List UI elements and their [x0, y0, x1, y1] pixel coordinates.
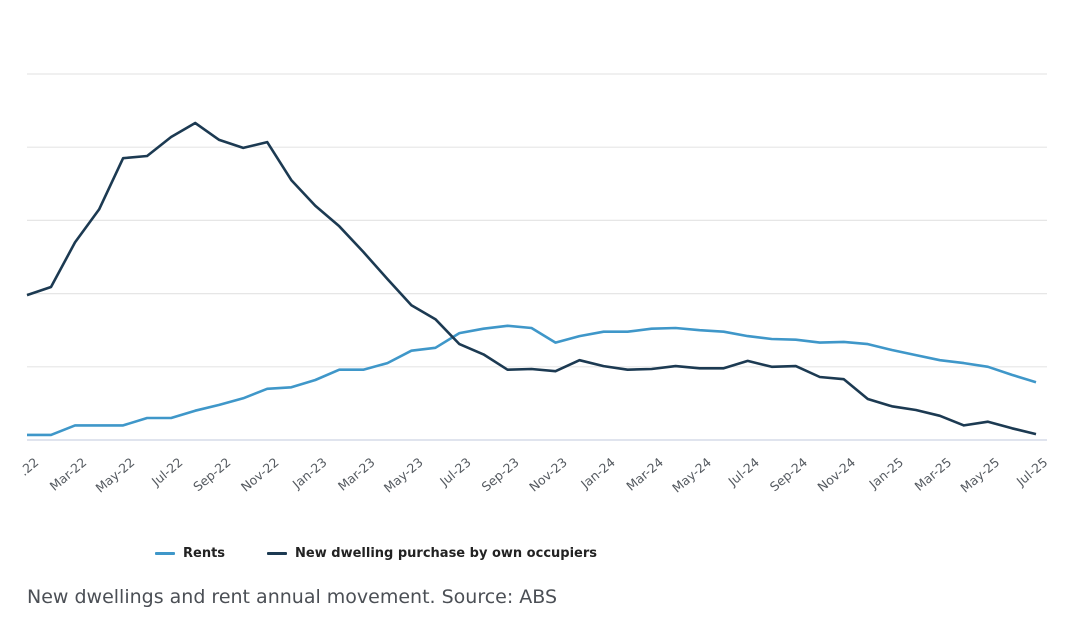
figure-caption: New dwellings and rent annual movement. … [27, 586, 558, 608]
series-line-new-dwelling [26, 121, 1037, 436]
x-tick-label: Jan-23 [289, 454, 330, 492]
legend-item-new-dwelling[interactable]: New dwelling purchase by own occupiers [267, 546, 597, 561]
x-tick-label: Jan-25 [865, 454, 906, 492]
x-tick-label: Nov-23 [526, 454, 570, 494]
x-tick-label: Mar-23 [335, 454, 378, 493]
gridlines [27, 73, 1047, 441]
x-tick-label: Nov-22 [238, 454, 282, 494]
x-tick-label: Jul-23 [436, 454, 474, 489]
series-line-rents [27, 324, 1037, 437]
x-tick-label: May-23 [381, 454, 426, 495]
x-tick-label: Mar-25 [912, 454, 955, 493]
x-tick-label: Sep-23 [478, 454, 521, 494]
x-tick-label: May-25 [957, 454, 1002, 495]
x-tick-label: Sep-22 [190, 454, 233, 494]
x-tick-label: Mar-22 [47, 454, 90, 493]
x-tick-label: May-22 [93, 454, 138, 495]
series-lines [26, 121, 1037, 437]
x-tick-label: Sep-24 [767, 454, 810, 494]
legend-swatch-rents [155, 552, 175, 555]
legend-label-new-dwelling: New dwelling purchase by own occupiers [295, 546, 598, 561]
line-chart: .22 Mar-22 May-22 Jul-22 Sep-22 Nov-22 Jan-23 M… [16, 73, 1050, 496]
legend-item-rents[interactable]: Rents [155, 546, 225, 561]
x-tick-label: Jul-22 [148, 454, 186, 489]
x-tick-label: Nov-24 [814, 454, 858, 494]
x-tick-label: Jul-24 [724, 454, 762, 489]
legend: Rents New dwelling purchase by own occup… [155, 546, 639, 561]
x-tick-label: Jul-25 [1013, 454, 1051, 489]
x-tick-label: Jan-24 [577, 454, 618, 492]
legend-swatch-new-dwelling [267, 552, 288, 555]
x-tick-label: May-24 [669, 454, 714, 495]
x-axis-tick-labels: .22 Mar-22 May-22 Jul-22 Sep-22 Nov-22 Jan-23 M… [16, 454, 1050, 495]
x-tick-label: Mar-24 [623, 454, 666, 493]
x-tick-label: .22 [16, 454, 41, 478]
legend-label-rents: Rents [183, 546, 226, 561]
